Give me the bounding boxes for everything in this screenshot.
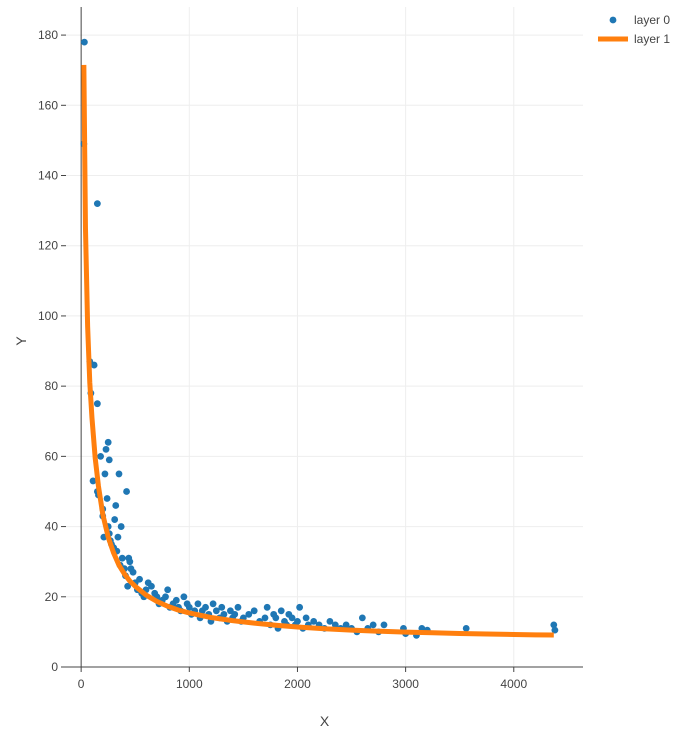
scatter-point[interactable] [296, 603, 304, 611]
scatter-point[interactable] [129, 568, 137, 576]
x-tick-label: 1000 [176, 677, 203, 691]
y-axis-title: Y [13, 336, 29, 346]
grid [66, 7, 583, 667]
scatter-point[interactable] [148, 582, 155, 590]
scatter-point[interactable] [118, 554, 126, 562]
scatter-point[interactable] [220, 610, 228, 618]
scatter-point[interactable] [202, 603, 209, 611]
scatter-point[interactable] [93, 200, 101, 207]
scatter-point[interactable] [331, 621, 339, 629]
x-tick-label: 3000 [392, 677, 419, 691]
scatter-point[interactable] [117, 523, 125, 530]
scatter-point[interactable] [358, 614, 366, 622]
scatter-point[interactable] [234, 603, 242, 611]
scatter-point[interactable] [288, 614, 296, 622]
y-tick-label: 80 [45, 379, 59, 393]
scatter-point[interactable] [245, 610, 253, 618]
scatter-point[interactable] [102, 445, 110, 453]
scatter-point[interactable] [272, 614, 280, 622]
y-tick-label: 40 [45, 520, 59, 534]
scatter-point[interactable] [112, 502, 120, 509]
scatter-point[interactable] [162, 593, 169, 601]
scatter-point[interactable] [342, 621, 350, 629]
legend-label: layer 0 [634, 13, 670, 27]
scatter-point[interactable] [180, 593, 188, 601]
y-tick-label: 100 [38, 309, 58, 323]
scatter-series-layer-0 [80, 38, 559, 639]
scatter-point[interactable] [231, 610, 239, 618]
x-axis-title: X [320, 713, 330, 729]
scatter-point[interactable] [103, 495, 111, 502]
scatter-point[interactable] [380, 621, 388, 629]
scatter-point[interactable] [101, 470, 109, 478]
legend-item[interactable]: layer 1 [598, 32, 670, 46]
scatter-point[interactable] [172, 596, 180, 604]
legend-label: layer 1 [634, 32, 670, 46]
legend[interactable]: layer 0 layer 1 [598, 13, 670, 46]
scatter-point[interactable] [104, 438, 112, 446]
scatter-point[interactable] [111, 516, 119, 523]
scatter-point[interactable] [302, 614, 310, 622]
y-tick-label: 60 [45, 449, 59, 463]
scatter-point[interactable] [294, 617, 301, 625]
scatter-point[interactable] [115, 470, 123, 478]
scatter-point[interactable] [310, 617, 318, 625]
scatter-point[interactable] [124, 582, 132, 590]
y-tick-label: 160 [38, 98, 58, 112]
scatter-point[interactable] [185, 603, 193, 611]
scatter-point[interactable] [90, 361, 98, 369]
legend-marker-scatter [609, 16, 617, 24]
scatter-point[interactable] [462, 624, 470, 632]
scatter-point[interactable] [89, 477, 97, 485]
y-tick-label: 20 [45, 590, 59, 604]
y-tick-label: 140 [38, 169, 58, 183]
x-tick-label: 4000 [500, 677, 527, 691]
scatter-point[interactable] [126, 558, 134, 566]
y-tick-label: 120 [38, 239, 58, 253]
line-series-layer-1 [81, 64, 554, 638]
scatter-point[interactable] [105, 456, 113, 464]
x-tick-label: 0 [78, 677, 85, 691]
scatter-point[interactable] [550, 621, 558, 629]
fit-line[interactable] [81, 64, 554, 638]
scatter-point[interactable] [123, 488, 130, 495]
scatter-point[interactable] [551, 626, 559, 634]
scatter-point[interactable] [194, 600, 202, 608]
scatter-point[interactable] [212, 607, 220, 615]
scatter-point[interactable] [277, 607, 285, 615]
scatter-point[interactable] [263, 603, 271, 611]
scatter-point[interactable] [209, 600, 217, 608]
scatter-point[interactable] [114, 533, 122, 541]
scatter-point[interactable] [218, 603, 226, 611]
scatter-point[interactable] [250, 607, 258, 615]
scatter-point[interactable] [261, 614, 269, 622]
scatter-point[interactable] [93, 400, 101, 408]
scatter-point[interactable] [369, 621, 377, 629]
scatter-point[interactable] [80, 38, 88, 46]
scatter-point[interactable] [136, 575, 143, 583]
scatter-point[interactable] [97, 452, 105, 460]
x-tick-label: 2000 [284, 677, 311, 691]
legend-item[interactable]: layer 0 [609, 13, 671, 27]
scatter-point[interactable] [164, 586, 172, 594]
axes: 0 20 40 60 80 100 120 140 160 180 0 1000 2000 3000 400… [38, 7, 583, 691]
y-tick-label: 0 [51, 660, 58, 674]
y-tick-label: 180 [38, 28, 58, 42]
scatter-point[interactable] [326, 617, 334, 625]
